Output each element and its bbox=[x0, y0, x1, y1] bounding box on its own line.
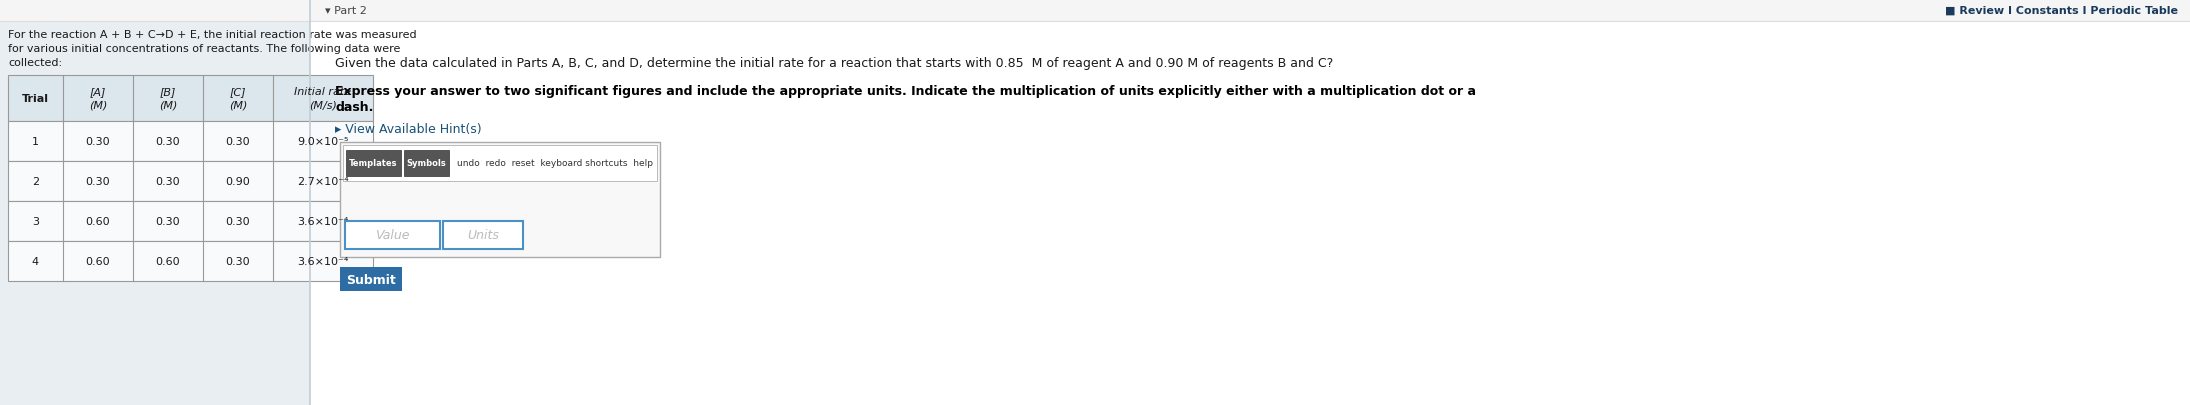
FancyBboxPatch shape bbox=[0, 0, 311, 405]
FancyBboxPatch shape bbox=[442, 222, 523, 249]
Text: [B]: [B] bbox=[160, 87, 175, 97]
FancyBboxPatch shape bbox=[0, 0, 2190, 22]
Text: Value: Value bbox=[374, 229, 410, 242]
FancyBboxPatch shape bbox=[9, 202, 372, 241]
Text: (M/s): (M/s) bbox=[309, 101, 337, 111]
FancyBboxPatch shape bbox=[339, 143, 659, 257]
FancyBboxPatch shape bbox=[9, 76, 372, 122]
Text: Symbols: Symbols bbox=[407, 159, 447, 168]
Text: 0.30: 0.30 bbox=[226, 136, 250, 147]
Text: 1: 1 bbox=[33, 136, 39, 147]
Text: 4: 4 bbox=[33, 256, 39, 266]
Text: 3.6×10⁻⁴: 3.6×10⁻⁴ bbox=[298, 256, 348, 266]
Text: Units: Units bbox=[466, 229, 499, 242]
FancyBboxPatch shape bbox=[339, 267, 403, 291]
Text: undo  redo  reset  keyboard shortcuts  help: undo redo reset keyboard shortcuts help bbox=[458, 159, 653, 168]
Text: Express your answer to two significant figures and include the appropriate units: Express your answer to two significant f… bbox=[335, 85, 1476, 98]
FancyBboxPatch shape bbox=[403, 151, 449, 177]
Text: 0.60: 0.60 bbox=[155, 256, 180, 266]
Text: 0.60: 0.60 bbox=[85, 216, 110, 226]
Text: 0.60: 0.60 bbox=[85, 256, 110, 266]
FancyBboxPatch shape bbox=[9, 122, 372, 162]
Text: 2.7×10⁻⁴: 2.7×10⁻⁴ bbox=[298, 177, 348, 187]
Text: 0.90: 0.90 bbox=[226, 177, 250, 187]
Text: dash.: dash. bbox=[335, 101, 372, 114]
Text: (M): (M) bbox=[90, 101, 107, 111]
Text: 3: 3 bbox=[33, 216, 39, 226]
Text: 0.30: 0.30 bbox=[226, 216, 250, 226]
Text: 0.30: 0.30 bbox=[155, 177, 180, 187]
Text: (M): (M) bbox=[160, 101, 177, 111]
Text: 0.30: 0.30 bbox=[155, 136, 180, 147]
FancyBboxPatch shape bbox=[346, 222, 440, 249]
Text: [A]: [A] bbox=[90, 87, 105, 97]
Text: ▸ View Available Hint(s): ▸ View Available Hint(s) bbox=[335, 123, 482, 136]
Text: ■ Review I Constants I Periodic Table: ■ Review I Constants I Periodic Table bbox=[1945, 6, 2179, 16]
Text: 0.30: 0.30 bbox=[155, 216, 180, 226]
FancyBboxPatch shape bbox=[9, 162, 372, 202]
Text: 0.30: 0.30 bbox=[85, 136, 110, 147]
FancyBboxPatch shape bbox=[9, 241, 372, 281]
FancyBboxPatch shape bbox=[346, 151, 401, 177]
Text: [C]: [C] bbox=[230, 87, 245, 97]
Text: For the reaction A + B + C→D + E, the initial reaction rate was measured: For the reaction A + B + C→D + E, the in… bbox=[9, 30, 416, 40]
Text: Templates: Templates bbox=[348, 159, 399, 168]
FancyBboxPatch shape bbox=[344, 146, 657, 181]
Text: ▾ Part 2: ▾ Part 2 bbox=[324, 6, 368, 16]
Text: 2: 2 bbox=[33, 177, 39, 187]
Text: Initial rate: Initial rate bbox=[293, 87, 353, 97]
Text: Given the data calculated in Parts A, B, C, and D, determine the initial rate fo: Given the data calculated in Parts A, B,… bbox=[335, 57, 1334, 70]
Text: 0.30: 0.30 bbox=[85, 177, 110, 187]
Text: 9.0×10⁻⁵: 9.0×10⁻⁵ bbox=[298, 136, 348, 147]
Text: Submit: Submit bbox=[346, 273, 396, 286]
Text: 3.6×10⁻⁴: 3.6×10⁻⁴ bbox=[298, 216, 348, 226]
Text: for various initial concentrations of reactants. The following data were: for various initial concentrations of re… bbox=[9, 44, 401, 54]
Text: collected:: collected: bbox=[9, 58, 61, 68]
Text: Trial: Trial bbox=[22, 94, 48, 104]
Text: (M): (M) bbox=[228, 101, 247, 111]
Text: 0.30: 0.30 bbox=[226, 256, 250, 266]
